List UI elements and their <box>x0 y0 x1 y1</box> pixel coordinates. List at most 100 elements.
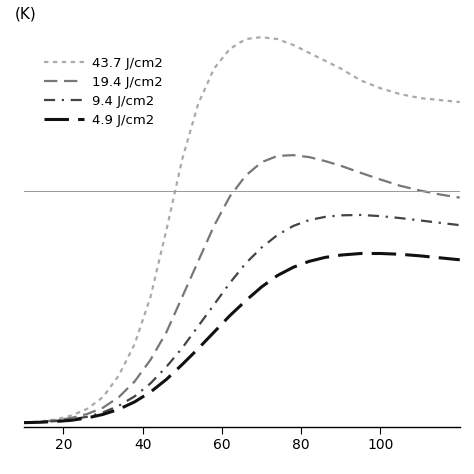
9.4 J/cm2 <box>132 393 137 399</box>
19.4 J/cm2 <box>358 170 364 176</box>
9.4 J/cm2 <box>180 345 185 351</box>
9.4 J/cm2 <box>148 381 154 386</box>
19.4 J/cm2 <box>457 195 463 201</box>
19.4 J/cm2 <box>211 223 217 229</box>
4.9 J/cm2 <box>338 252 344 258</box>
43.7 J/cm2 <box>338 66 344 72</box>
19.4 J/cm2 <box>378 177 383 182</box>
4.9 J/cm2 <box>148 389 154 395</box>
43.7 J/cm2 <box>457 99 463 105</box>
43.7 J/cm2 <box>259 34 264 40</box>
4.9 J/cm2 <box>211 329 217 335</box>
19.4 J/cm2 <box>306 154 312 160</box>
9.4 J/cm2 <box>378 213 383 219</box>
43.7 J/cm2 <box>132 341 137 347</box>
9.4 J/cm2 <box>259 245 264 250</box>
4.9 J/cm2 <box>53 419 58 424</box>
43.7 J/cm2 <box>116 373 122 378</box>
19.4 J/cm2 <box>180 294 185 300</box>
9.4 J/cm2 <box>53 418 58 424</box>
43.7 J/cm2 <box>53 417 58 422</box>
43.7 J/cm2 <box>274 36 280 42</box>
4.9 J/cm2 <box>100 411 106 417</box>
19.4 J/cm2 <box>116 394 122 400</box>
9.4 J/cm2 <box>211 302 217 308</box>
4.9 J/cm2 <box>227 313 233 319</box>
4.9 J/cm2 <box>259 284 264 290</box>
19.4 J/cm2 <box>21 420 27 426</box>
9.4 J/cm2 <box>417 218 423 223</box>
43.7 J/cm2 <box>195 101 201 107</box>
4.9 J/cm2 <box>243 298 248 303</box>
9.4 J/cm2 <box>36 419 42 425</box>
4.9 J/cm2 <box>457 257 463 263</box>
Line: 4.9 J/cm2: 4.9 J/cm2 <box>24 254 460 423</box>
19.4 J/cm2 <box>398 183 403 189</box>
19.4 J/cm2 <box>243 173 248 178</box>
9.4 J/cm2 <box>322 214 328 220</box>
43.7 J/cm2 <box>84 406 90 412</box>
43.7 J/cm2 <box>306 50 312 56</box>
43.7 J/cm2 <box>398 91 403 97</box>
19.4 J/cm2 <box>132 379 137 384</box>
43.7 J/cm2 <box>68 413 74 419</box>
19.4 J/cm2 <box>291 152 296 158</box>
Line: 9.4 J/cm2: 9.4 J/cm2 <box>24 215 460 423</box>
4.9 J/cm2 <box>21 420 27 426</box>
19.4 J/cm2 <box>195 258 201 264</box>
43.7 J/cm2 <box>21 420 27 426</box>
19.4 J/cm2 <box>437 191 443 197</box>
9.4 J/cm2 <box>398 215 403 221</box>
9.4 J/cm2 <box>274 232 280 238</box>
4.9 J/cm2 <box>84 415 90 421</box>
9.4 J/cm2 <box>21 420 27 426</box>
9.4 J/cm2 <box>195 323 201 329</box>
19.4 J/cm2 <box>84 411 90 417</box>
9.4 J/cm2 <box>116 403 122 409</box>
4.9 J/cm2 <box>358 251 364 256</box>
Legend: 43.7 J/cm2, 19.4 J/cm2, 9.4 J/cm2, 4.9 J/cm2: 43.7 J/cm2, 19.4 J/cm2, 9.4 J/cm2, 4.9 J… <box>39 52 168 132</box>
43.7 J/cm2 <box>211 66 217 72</box>
9.4 J/cm2 <box>358 212 364 218</box>
43.7 J/cm2 <box>227 46 233 52</box>
19.4 J/cm2 <box>338 163 344 169</box>
9.4 J/cm2 <box>306 217 312 223</box>
19.4 J/cm2 <box>36 419 42 425</box>
4.9 J/cm2 <box>195 346 201 352</box>
9.4 J/cm2 <box>164 364 169 370</box>
9.4 J/cm2 <box>84 414 90 419</box>
4.9 J/cm2 <box>68 418 74 423</box>
9.4 J/cm2 <box>68 417 74 422</box>
9.4 J/cm2 <box>457 222 463 228</box>
43.7 J/cm2 <box>437 97 443 103</box>
9.4 J/cm2 <box>291 223 296 229</box>
4.9 J/cm2 <box>306 258 312 264</box>
19.4 J/cm2 <box>148 357 154 363</box>
19.4 J/cm2 <box>227 193 233 199</box>
4.9 J/cm2 <box>132 399 137 405</box>
43.7 J/cm2 <box>378 85 383 91</box>
4.9 J/cm2 <box>417 253 423 259</box>
19.4 J/cm2 <box>322 158 328 164</box>
9.4 J/cm2 <box>338 212 344 218</box>
43.7 J/cm2 <box>417 95 423 101</box>
43.7 J/cm2 <box>100 394 106 400</box>
4.9 J/cm2 <box>116 406 122 412</box>
4.9 J/cm2 <box>274 273 280 278</box>
4.9 J/cm2 <box>322 255 328 260</box>
43.7 J/cm2 <box>322 58 328 64</box>
9.4 J/cm2 <box>100 410 106 415</box>
43.7 J/cm2 <box>243 36 248 42</box>
19.4 J/cm2 <box>53 418 58 423</box>
19.4 J/cm2 <box>259 159 264 165</box>
Line: 43.7 J/cm2: 43.7 J/cm2 <box>24 37 460 423</box>
43.7 J/cm2 <box>180 156 185 162</box>
Text: (K): (K) <box>15 6 36 21</box>
43.7 J/cm2 <box>358 78 364 83</box>
9.4 J/cm2 <box>437 220 443 226</box>
4.9 J/cm2 <box>437 255 443 261</box>
43.7 J/cm2 <box>148 294 154 300</box>
4.9 J/cm2 <box>398 251 403 257</box>
19.4 J/cm2 <box>417 188 423 193</box>
19.4 J/cm2 <box>274 153 280 159</box>
